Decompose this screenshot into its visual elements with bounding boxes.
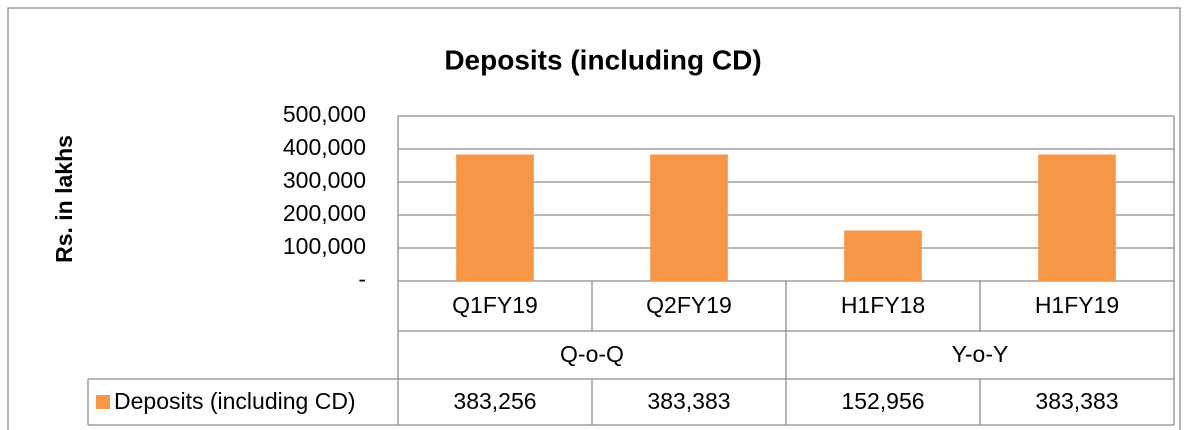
y-tick-label: 100,000 [283,233,366,259]
data-label: 383,383 [1035,388,1118,414]
x-tick-label: Q1FY19 [452,292,538,318]
y-tick-label: - [358,266,366,292]
bar [844,230,922,281]
chart-title: Deposits (including CD) [444,44,761,75]
y-tick-label: 200,000 [283,200,366,226]
x-tick-label: Q2FY19 [646,292,732,318]
x-tick-label: H1FY19 [1035,292,1119,318]
legend-label: Deposits (including CD) [114,388,356,414]
bar [650,154,728,281]
chart-border [7,7,1181,430]
bar [456,154,534,281]
group-label: Q-o-Q [560,341,624,367]
y-tick-label: 500,000 [283,101,366,127]
legend-key [96,395,110,409]
data-label: 383,383 [647,388,730,414]
y-axis-label: Rs. in lakhs [51,135,77,263]
x-tick-label: H1FY18 [841,292,925,318]
data-label: 152,956 [841,388,924,414]
y-tick-label: 300,000 [283,167,366,193]
data-label: 383,256 [453,388,536,414]
group-label: Y-o-Y [952,341,1009,367]
bar [1038,154,1116,281]
y-tick-label: 400,000 [283,134,366,160]
